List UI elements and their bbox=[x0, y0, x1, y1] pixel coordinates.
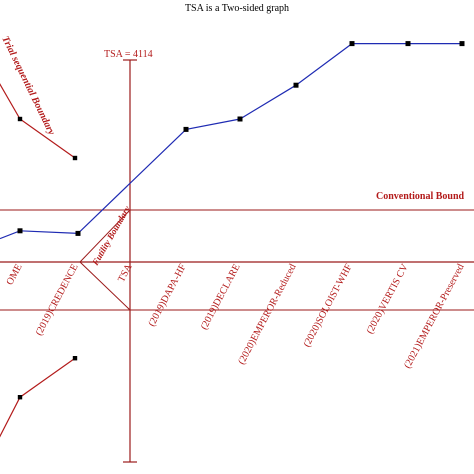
futility-boundary-upper bbox=[79, 209, 131, 263]
x-tick-label: OME bbox=[4, 262, 24, 287]
x-tick-labels: OME (2019)CREDENCE TSA (2019)DAPA-HF (2019)D… bbox=[4, 262, 466, 371]
upper-boundary-point bbox=[17, 116, 23, 122]
z-curve-point bbox=[183, 126, 189, 132]
z-curve-point bbox=[17, 228, 23, 234]
x-tick-label: (2020)EMPEROR-Reduced bbox=[236, 262, 298, 366]
lower-boundary-line bbox=[0, 357, 76, 438]
x-tick-label: (2019)CREDENCE bbox=[34, 262, 81, 337]
x-tick-label: (2020)SOLOIST-WHF bbox=[302, 262, 355, 349]
lower-boundary-point bbox=[17, 395, 23, 400]
z-curve-line bbox=[0, 43, 462, 240]
z-curve-point bbox=[459, 41, 465, 47]
z-curve-point bbox=[349, 41, 355, 47]
upper-boundary-line bbox=[0, 83, 76, 159]
x-tick-label: (2021)EMPEROR-Preserved bbox=[402, 262, 466, 370]
futility-boundary-lower bbox=[79, 261, 131, 311]
z-curve-point bbox=[237, 116, 243, 122]
x-tick-label: (2020)VERTIS CV bbox=[365, 262, 411, 336]
trial-sequential-boundary-label: Trial sequential Boundary bbox=[0, 34, 57, 137]
z-curve-point bbox=[293, 82, 299, 88]
x-tick-label: (2019)DECLARE bbox=[199, 262, 243, 331]
lower-boundary-point bbox=[72, 356, 78, 361]
conventional-boundary-label: Conventional Bound bbox=[376, 191, 465, 202]
futility-boundary-label: Futility Boundary bbox=[90, 203, 133, 268]
x-tick-label: TSA bbox=[116, 262, 135, 285]
upper-boundary-point bbox=[72, 155, 78, 161]
lower-sequential-boundary bbox=[0, 356, 78, 438]
chart-title: TSA is a Two-sided graph bbox=[185, 3, 289, 14]
x-tick-label: (2019)DAPA-HF bbox=[146, 262, 188, 329]
z-curve-point bbox=[75, 230, 81, 236]
boundary-lines bbox=[0, 59, 474, 463]
upper-sequential-boundary bbox=[0, 83, 78, 161]
tsa-label: TSA = 4114 bbox=[104, 49, 153, 60]
cumulative-z-curve bbox=[0, 41, 465, 240]
z-curve-point bbox=[405, 41, 411, 47]
